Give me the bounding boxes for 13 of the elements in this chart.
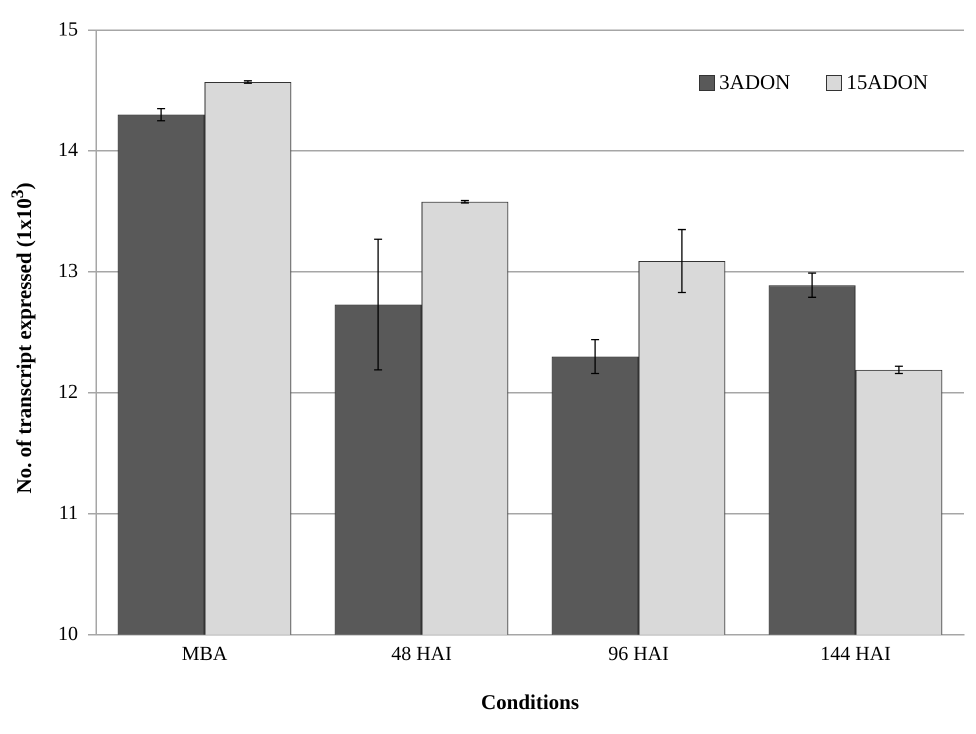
legend-label: 15ADON xyxy=(846,70,928,95)
x-tick-label: 48 HAI xyxy=(391,643,452,666)
y-tick-label: 11 xyxy=(58,502,78,524)
y-tick-label: 13 xyxy=(58,260,78,282)
x-tick-label: MBA xyxy=(182,643,228,666)
legend-label: 3ADON xyxy=(719,70,790,95)
x-tick-label: 144 HAI xyxy=(820,643,891,666)
y-tick-label: 14 xyxy=(58,139,78,162)
y-tick-label: 15 xyxy=(58,18,78,40)
y-tick-label: 10 xyxy=(58,623,78,646)
y-tick-label: 12 xyxy=(58,381,78,404)
x-axis-title: Conditions xyxy=(480,690,580,714)
x-tick-label: 96 HAI xyxy=(608,643,669,666)
